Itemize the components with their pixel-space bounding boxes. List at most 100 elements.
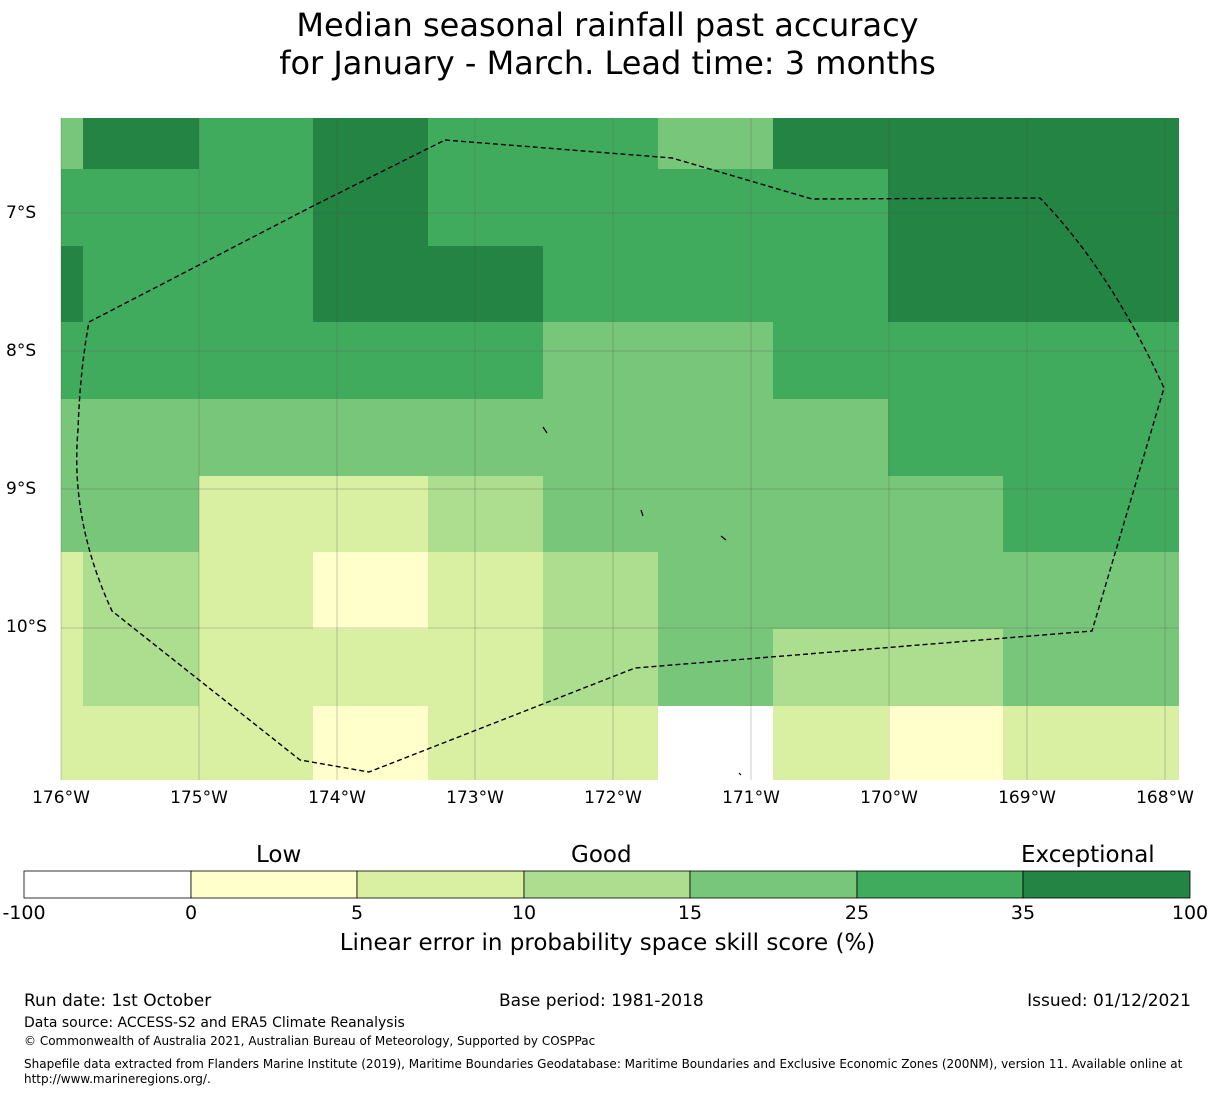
- map-cell: [428, 629, 543, 706]
- colorbar-swatch: [689, 870, 858, 899]
- map-cell: [773, 322, 888, 399]
- map-cell: [888, 706, 1003, 780]
- map-cell: [888, 322, 1003, 399]
- map-cell: [888, 552, 1003, 629]
- map-cell: [1003, 169, 1179, 246]
- lon-label: 175°W: [170, 788, 228, 808]
- colorbar-tick-label: 25: [844, 902, 870, 924]
- colorbar-tick-label: -100: [2, 902, 46, 924]
- map-cell: [61, 706, 83, 780]
- map-cell: [313, 629, 428, 706]
- map-cell: [888, 629, 1003, 706]
- lon-label: 172°W: [584, 788, 642, 808]
- map-cell: [83, 706, 199, 780]
- map-cell: [773, 476, 888, 552]
- map-cell: [83, 629, 199, 706]
- colorbar-tick-label: 15: [677, 902, 703, 924]
- base-period: Base period: 1981-2018: [499, 991, 704, 1011]
- lon-label: 170°W: [860, 788, 918, 808]
- chart-title: Median seasonal rainfall past accuracy f…: [0, 6, 1215, 82]
- map-cell: [83, 322, 199, 399]
- map-cell: [313, 552, 428, 629]
- map-cell: [888, 476, 1003, 552]
- lon-label: 168°W: [1136, 788, 1194, 808]
- lon-label: 173°W: [446, 788, 504, 808]
- map-cell: [428, 246, 543, 322]
- map-cell: [83, 246, 199, 322]
- map-cell: [83, 169, 199, 246]
- lat-label: 7°S: [6, 203, 37, 223]
- title-line-2: for January - March. Lead time: 3 months: [279, 44, 936, 82]
- map-cell: [428, 169, 543, 246]
- map-cell: [658, 629, 773, 706]
- colorbar-swatch: [23, 870, 192, 899]
- colorbar-swatch: [856, 870, 1024, 899]
- map-cell: [543, 118, 658, 169]
- map-cell: [773, 118, 888, 169]
- map-cell: [313, 118, 428, 169]
- map-cell: [658, 322, 773, 399]
- lat-label: 9°S: [6, 479, 37, 499]
- colorbar-swatch: [523, 870, 691, 899]
- map-cell: [658, 706, 773, 780]
- map-cell: [1003, 476, 1179, 552]
- map-cell: [1003, 118, 1179, 169]
- map-cell: [658, 169, 773, 246]
- map-cell: [1003, 629, 1179, 706]
- map-cell: [199, 706, 313, 780]
- colorbar-title: Linear error in probability space skill …: [339, 930, 876, 956]
- colorbar-tick-label: 10: [511, 902, 537, 924]
- map-cell: [543, 476, 658, 552]
- map-cell: [543, 706, 658, 780]
- map-cell: [83, 399, 199, 476]
- map-cell: [543, 629, 658, 706]
- map-cell: [1003, 706, 1179, 780]
- map-cell: [658, 246, 773, 322]
- colorbar-tick-label: 5: [350, 902, 364, 924]
- map-cell: [313, 169, 428, 246]
- map-cell: [543, 169, 658, 246]
- island-mark: [542, 426, 548, 434]
- map-cell: [199, 629, 313, 706]
- map-cell: [773, 246, 888, 322]
- colorbar-tick-label: 35: [1010, 902, 1036, 924]
- issued-date: Issued: 01/12/2021: [1027, 991, 1191, 1011]
- map-cell: [61, 246, 83, 322]
- category-label-exceptional: Exceptional: [1021, 842, 1155, 868]
- colorbar-tick-label: 100: [1171, 902, 1209, 924]
- map-cell: [61, 552, 83, 629]
- map-cell: [61, 169, 83, 246]
- run-date: Run date: 1st October: [24, 991, 212, 1011]
- map-cell: [1003, 399, 1179, 476]
- map-cell: [83, 552, 199, 629]
- map-cell: [199, 118, 313, 169]
- map-cell: [773, 399, 888, 476]
- colorbar-tick-label: 0: [184, 902, 198, 924]
- map-cell: [1003, 552, 1179, 629]
- lon-label: 174°W: [308, 788, 366, 808]
- map-cell: [61, 629, 83, 706]
- shapefile-credit-line-1: Shapefile data extracted from Flanders M…: [24, 1057, 1183, 1071]
- map-cell: [658, 476, 773, 552]
- map-cell: [313, 476, 428, 552]
- map-cell: [61, 322, 83, 399]
- map-cell: [543, 246, 658, 322]
- map-cell: [543, 552, 658, 629]
- map-cell: [199, 476, 313, 552]
- map-cell: [313, 399, 428, 476]
- eez-boundary: [76, 139, 1165, 773]
- category-label-low: Low: [256, 842, 302, 868]
- copyright: © Commonwealth of Australia 2021, Austra…: [24, 1034, 596, 1048]
- map-cell: [428, 706, 543, 780]
- map-cell: [773, 169, 888, 246]
- map-cell: [313, 246, 428, 322]
- island-mark: [720, 535, 727, 541]
- map-cell: [773, 706, 888, 780]
- map-cell: [1003, 246, 1179, 322]
- map-cell: [888, 169, 1003, 246]
- map-cell: [658, 399, 773, 476]
- map-cell: [1003, 322, 1179, 399]
- map-cell: [888, 399, 1003, 476]
- map-cell: [61, 118, 83, 169]
- map-cell: [199, 322, 313, 399]
